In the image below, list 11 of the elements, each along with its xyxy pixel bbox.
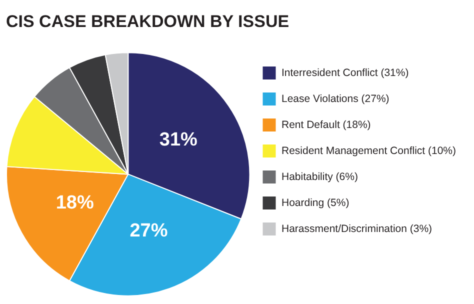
legend-label: Lease Violations (27%) xyxy=(282,92,390,105)
chart-title: CIS CASE BREAKDOWN BY ISSUE xyxy=(6,12,290,31)
legend-label: Habitability (6%) xyxy=(282,170,358,183)
legend-label: Resident Management Conflict (10%) xyxy=(282,144,456,157)
legend-label: Interresident Conflict (31%) xyxy=(282,66,409,79)
legend-label: Harassment/Discrimination (3%) xyxy=(282,222,432,235)
data-label: 31% xyxy=(159,129,198,150)
legend-label: Rent Default (18%) xyxy=(282,118,371,131)
legend-label: Hoarding (5%) xyxy=(282,196,350,209)
data-label: 18% xyxy=(56,192,94,214)
data-label: 27% xyxy=(130,220,168,242)
